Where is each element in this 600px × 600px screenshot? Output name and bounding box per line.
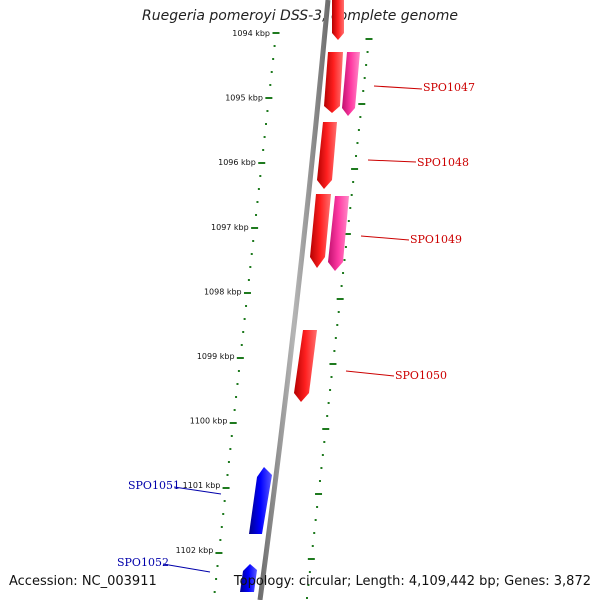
gene-arrow-spo1048[interactable] [317,122,337,189]
tick-track-left [213,32,280,593]
genome-backbone [257,0,331,600]
tick-label: 1098 kbp [204,287,242,296]
leader-spo1049 [360,235,410,241]
leader-spo1047 [373,85,423,90]
gene-features [240,0,360,592]
gene-label-spo1051[interactable]: SPO1051 [128,479,180,492]
genome-title: Ruegeria pomeroyi DSS-3, complete genome [142,8,458,24]
tick-label: 1102 kbp [176,546,214,555]
gene-arrow-spo1047-b[interactable] [342,52,360,116]
tick-label: 1094 kbp [232,29,270,38]
tick-labels: 1094 kbp 1095 kbp 1096 kbp 1097 kbp 1098 kbp… [176,29,270,555]
gene-label-spo1047[interactable]: SPO1047 [423,81,475,94]
tick-label: 1101 kbp [183,481,221,490]
gene-arrow-spo1047-a[interactable] [324,52,343,113]
accession-text: Accession: NC_003911 [9,574,157,589]
gene-arrow-spo1049-b[interactable] [328,196,349,271]
gene-arrow-partial-top[interactable] [332,0,344,40]
leader-spo1052 [162,563,211,573]
tick-track-right [306,38,373,599]
gene-arrow-spo1049-a[interactable] [310,194,331,268]
tick-label: 1099 kbp [197,352,235,361]
gene-arrow-spo1052[interactable] [240,564,257,592]
gene-label-spo1050[interactable]: SPO1050 [395,369,447,382]
leader-spo1050 [345,370,395,377]
gene-label-spo1049[interactable]: SPO1049 [410,233,462,246]
gene-arrow-spo1050[interactable] [294,330,317,402]
gene-label-spo1052[interactable]: SPO1052 [117,556,169,569]
tick-label: 1097 kbp [211,223,249,232]
gene-labels: SPO1047 SPO1048 SPO1049 SPO1050 SPO1051 … [117,81,475,569]
topology-text: Topology: circular; Length: 4,109,442 bp… [233,574,591,589]
leader-lines [162,85,423,573]
tick-label: 1096 kbp [218,158,256,167]
gene-arrow-spo1051[interactable] [249,467,272,534]
leader-spo1048 [367,159,417,163]
leader-spo1051 [173,486,222,495]
gene-label-spo1048[interactable]: SPO1048 [417,156,469,169]
tick-label: 1095 kbp [225,94,263,103]
tick-label: 1100 kbp [190,417,228,426]
